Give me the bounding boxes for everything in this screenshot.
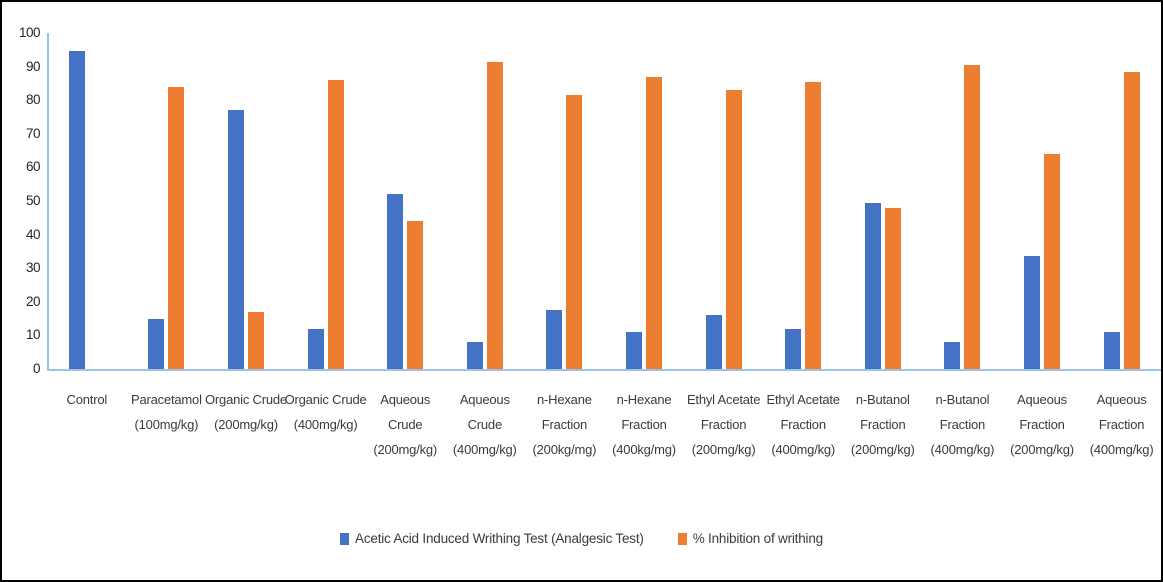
y-tick-label: 0 bbox=[32, 361, 41, 376]
bar-writhing-test bbox=[1103, 332, 1120, 369]
x-category-label: n-Hexane Fraction (400kg/mg) bbox=[612, 392, 676, 457]
bar-writhing-test bbox=[626, 332, 642, 369]
bar-inhibition bbox=[805, 81, 822, 369]
bar-writhing-test bbox=[944, 342, 961, 369]
bar-writhing-test bbox=[148, 318, 165, 369]
x-category-label: Organic Crude (200mg/kg) bbox=[205, 392, 287, 432]
bar-writhing-test bbox=[307, 328, 324, 369]
bar-inhibition bbox=[725, 90, 742, 369]
y-tick-label: 10 bbox=[25, 327, 41, 343]
bar-inhibition bbox=[1044, 153, 1060, 369]
legend-swatch-blue-icon bbox=[340, 532, 350, 545]
bar-writhing-test bbox=[228, 110, 244, 369]
x-category-label: Aqueous Crude (200mg/kg) bbox=[373, 392, 438, 457]
legend-item-writhing-test: Acetic Acid Induced Writhing Test (Analg… bbox=[340, 531, 644, 546]
x-category-label: Aqueous Crude (400mg/kg) bbox=[452, 392, 517, 457]
x-category-label: Aqueous Fraction (400mg/kg) bbox=[1089, 392, 1154, 457]
bar-writhing-test bbox=[705, 315, 722, 369]
x-category-label: Paracetamol (100mg/kg) bbox=[131, 392, 202, 432]
bar-inhibition bbox=[964, 64, 981, 369]
bar-inhibition bbox=[884, 207, 901, 369]
x-axis-line bbox=[47, 369, 1161, 371]
bar-writhing-test bbox=[1024, 256, 1040, 369]
x-category-label: n-Hexane Fraction (200kg/mg) bbox=[532, 392, 597, 457]
x-category-label: n-Butanol Fraction (400mg/kg) bbox=[930, 392, 995, 457]
bar-inhibition bbox=[407, 221, 424, 369]
bar-inhibition bbox=[248, 311, 264, 369]
bar-inhibition bbox=[646, 76, 662, 369]
bar-writhing-test bbox=[785, 328, 802, 369]
x-category-label: Ethyl Acetate Fraction (400mg/kg) bbox=[766, 392, 840, 457]
bar-inhibition bbox=[168, 86, 185, 369]
y-axis-line bbox=[47, 33, 49, 369]
bar-inhibition bbox=[566, 95, 583, 369]
bar-writhing-test bbox=[546, 310, 563, 369]
y-tick-label: 20 bbox=[25, 293, 41, 309]
x-category-label: Aqueous Fraction (200mg/kg) bbox=[1010, 392, 1074, 457]
legend: Acetic Acid Induced Writhing Test (Analg… bbox=[2, 531, 1161, 546]
legend-label-inhibition: % Inhibition of writhing bbox=[692, 531, 823, 546]
bar-writhing-test bbox=[68, 51, 85, 369]
x-category-label: Organic Crude (400mg/kg) bbox=[284, 392, 367, 432]
y-tick-label: 40 bbox=[25, 226, 41, 242]
y-tick-label: 70 bbox=[25, 125, 41, 141]
y-tick-label: 80 bbox=[25, 92, 41, 108]
bar-inhibition bbox=[1123, 71, 1140, 369]
y-tick-label: 30 bbox=[25, 260, 41, 276]
y-tick-label: 90 bbox=[25, 58, 41, 74]
y-tick-label: 100 bbox=[18, 25, 41, 40]
x-category-label: n-Butanol Fraction (200mg/kg) bbox=[850, 392, 915, 457]
legend-swatch-orange-icon bbox=[677, 532, 687, 545]
legend-label-writhing-test: Acetic Acid Induced Writhing Test (Analg… bbox=[355, 531, 644, 546]
bar-inhibition bbox=[486, 61, 503, 369]
x-category-label: Control bbox=[66, 392, 108, 407]
bar-inhibition bbox=[327, 80, 344, 369]
bar-writhing-test bbox=[864, 202, 881, 369]
bar-writhing-test bbox=[387, 194, 404, 369]
y-tick-label: 60 bbox=[25, 159, 41, 175]
bar-writhing-test bbox=[466, 342, 483, 369]
x-category-label: Ethyl Acetate Fraction (200mg/kg) bbox=[686, 392, 761, 457]
legend-item-inhibition: % Inhibition of writhing bbox=[677, 531, 823, 546]
y-tick-label: 50 bbox=[25, 193, 41, 208]
